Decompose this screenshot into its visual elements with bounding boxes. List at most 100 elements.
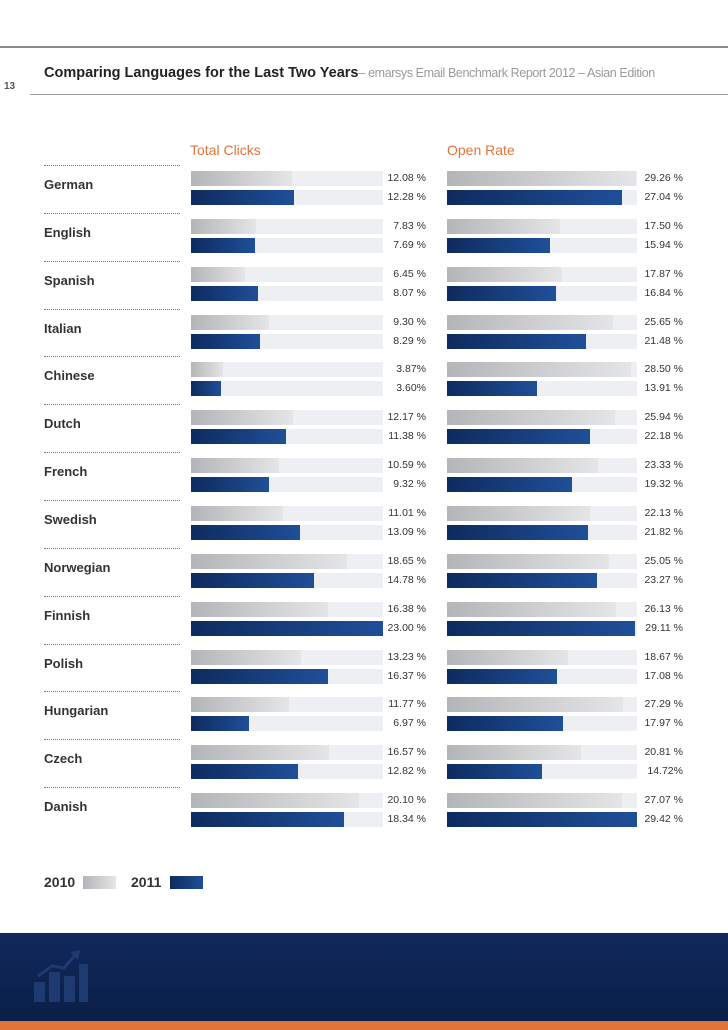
language-label: Polish — [44, 655, 84, 671]
clicks-value-2010: 7.83 % — [393, 219, 426, 232]
open-rate-bar-2010 — [447, 314, 613, 330]
clicks-value-2010: 11.01 % — [388, 506, 426, 519]
clicks-value-2011: 7.69 % — [393, 238, 426, 251]
clicks-bar-2010 — [191, 218, 257, 234]
clicks-track-2010 — [191, 793, 383, 809]
clicks-bar-2010 — [191, 410, 293, 426]
open-rate-value-2010: 27.29 % — [644, 698, 683, 711]
clicks-bar-2010 — [191, 362, 224, 378]
open-rate-value-2010: 17.50 % — [644, 219, 683, 232]
open-rate-bar-2010 — [447, 793, 622, 809]
clicks-value-2011: 11.38 % — [388, 430, 426, 443]
clicks-bar-2010 — [191, 171, 292, 186]
clicks-bar-2011 — [191, 524, 301, 540]
open-rate-value-2011: 15.94 % — [644, 238, 683, 251]
open-rate-bar-2011 — [447, 237, 550, 253]
open-rate-value-2010: 29.26 % — [644, 172, 683, 184]
open-rate-track-2011 — [447, 620, 637, 636]
open-rate-value-2011: 29.11 % — [645, 621, 683, 634]
language-label: French — [44, 464, 88, 480]
open-rate-bar-2011 — [447, 333, 586, 349]
open-rate-bar-2011 — [447, 668, 558, 684]
row-chinese: Chinese 3.87% 3.60% 28.50 % 13.91 % — [0, 356, 728, 410]
open-rate-value-2010: 23.33 % — [644, 459, 683, 472]
clicks-track-2010 — [191, 505, 383, 521]
open-rate-track-2010 — [447, 745, 637, 761]
row-french: French 10.59 % 9.32 % 23.33 % 19.32 % — [0, 452, 728, 506]
clicks-track-2011 — [191, 333, 383, 349]
clicks-track-2010 — [191, 601, 383, 617]
open-rate-value-2011: 17.08 % — [644, 669, 683, 682]
clicks-value-2011: 13.09 % — [387, 525, 426, 538]
clicks-value-2011: 12.28 % — [387, 191, 426, 203]
clicks-bar-2010 — [191, 745, 330, 761]
row-polish: Polish 13.23 % 16.37 % 18.67 % 17.08 % — [0, 643, 728, 698]
clicks-track-2010 — [191, 314, 383, 330]
clicks-track-2011 — [191, 190, 383, 205]
open-rate-track-2010 — [447, 362, 637, 378]
open-rate-track-2010 — [447, 505, 637, 521]
open-rate-track-2011 — [447, 524, 637, 540]
open-rate-value-2011: 29.42 % — [644, 813, 683, 826]
total-clicks-heading: Total Clicks — [190, 142, 261, 158]
clicks-track-2010 — [191, 458, 383, 474]
open-rate-track-2010 — [447, 410, 637, 426]
open-rate-track-2011 — [447, 477, 637, 493]
clicks-bar-2010 — [191, 314, 269, 330]
clicks-track-2011 — [191, 285, 383, 301]
clicks-bar-2011 — [191, 668, 328, 684]
language-label: Swedish — [44, 511, 97, 527]
clicks-value-2011: 9.32 % — [393, 478, 426, 491]
top-rule — [0, 46, 728, 48]
open-rate-bar-2011 — [447, 764, 543, 780]
open-rate-track-2011 — [447, 190, 637, 205]
language-label: Danish — [44, 799, 88, 815]
open-rate-bar-2011 — [447, 572, 598, 588]
open-rate-track-2010 — [447, 218, 637, 234]
row-danish: Danish 20.10 % 18.34 % 27.07 % 29.42 % — [0, 787, 728, 841]
legend-2010-swatch — [83, 876, 116, 889]
open-rate-value-2011: 21.82 % — [644, 525, 683, 538]
clicks-bar-2011 — [191, 429, 286, 445]
row-separator — [44, 787, 180, 789]
open-rate-value-2010: 25.65 % — [644, 315, 683, 328]
clicks-track-2010 — [191, 266, 383, 282]
row-separator — [44, 308, 180, 310]
open-rate-track-2011 — [447, 429, 637, 445]
open-rate-track-2011 — [447, 668, 637, 684]
language-label: Hungarian — [44, 703, 109, 719]
clicks-bar-2011 — [191, 572, 315, 588]
legend-2011-swatch — [170, 876, 203, 889]
clicks-track-2011 — [191, 381, 383, 397]
clicks-value-2010: 13.23 % — [387, 650, 426, 663]
open-rate-bar-2011 — [447, 190, 622, 205]
clicks-bar-2011 — [191, 381, 222, 397]
row-hungarian: Hungarian 11.77 % 6.97 % 27.29 % 17.97 % — [0, 691, 728, 745]
clicks-track-2010 — [191, 553, 383, 569]
clicks-value-2011: 6.97 % — [393, 717, 426, 730]
open-rate-bar-2011 — [447, 285, 556, 301]
clicks-value-2010: 11.77 % — [388, 698, 426, 711]
open-rate-value-2010: 28.50 % — [644, 363, 683, 376]
open-rate-bar-2010 — [447, 601, 616, 617]
language-label: Dutch — [44, 416, 81, 432]
clicks-bar-2010 — [191, 793, 359, 809]
clicks-bar-2010 — [191, 697, 290, 713]
row-english: English 7.83 % 7.69 % 17.50 % 15.94 % — [0, 212, 728, 267]
clicks-track-2010 — [191, 697, 383, 713]
legend-2010-label: 2010 — [44, 874, 76, 890]
open-rate-value-2011: 22.18 % — [644, 430, 683, 443]
open-rate-track-2010 — [447, 314, 637, 330]
clicks-value-2011: 16.37 % — [387, 669, 426, 682]
open-rate-bar-2010 — [447, 362, 632, 378]
clicks-track-2010 — [191, 218, 383, 234]
open-rate-track-2011 — [447, 764, 637, 780]
open-rate-track-2010 — [447, 266, 637, 282]
clicks-value-2011: 8.29 % — [393, 334, 426, 347]
row-separator — [44, 691, 180, 693]
open-rate-bar-2011 — [447, 429, 591, 445]
clicks-bar-2010 — [191, 505, 283, 521]
language-label: Czech — [44, 751, 83, 767]
language-label: Norwegian — [44, 559, 111, 575]
open-rate-bar-2010 — [447, 218, 561, 234]
